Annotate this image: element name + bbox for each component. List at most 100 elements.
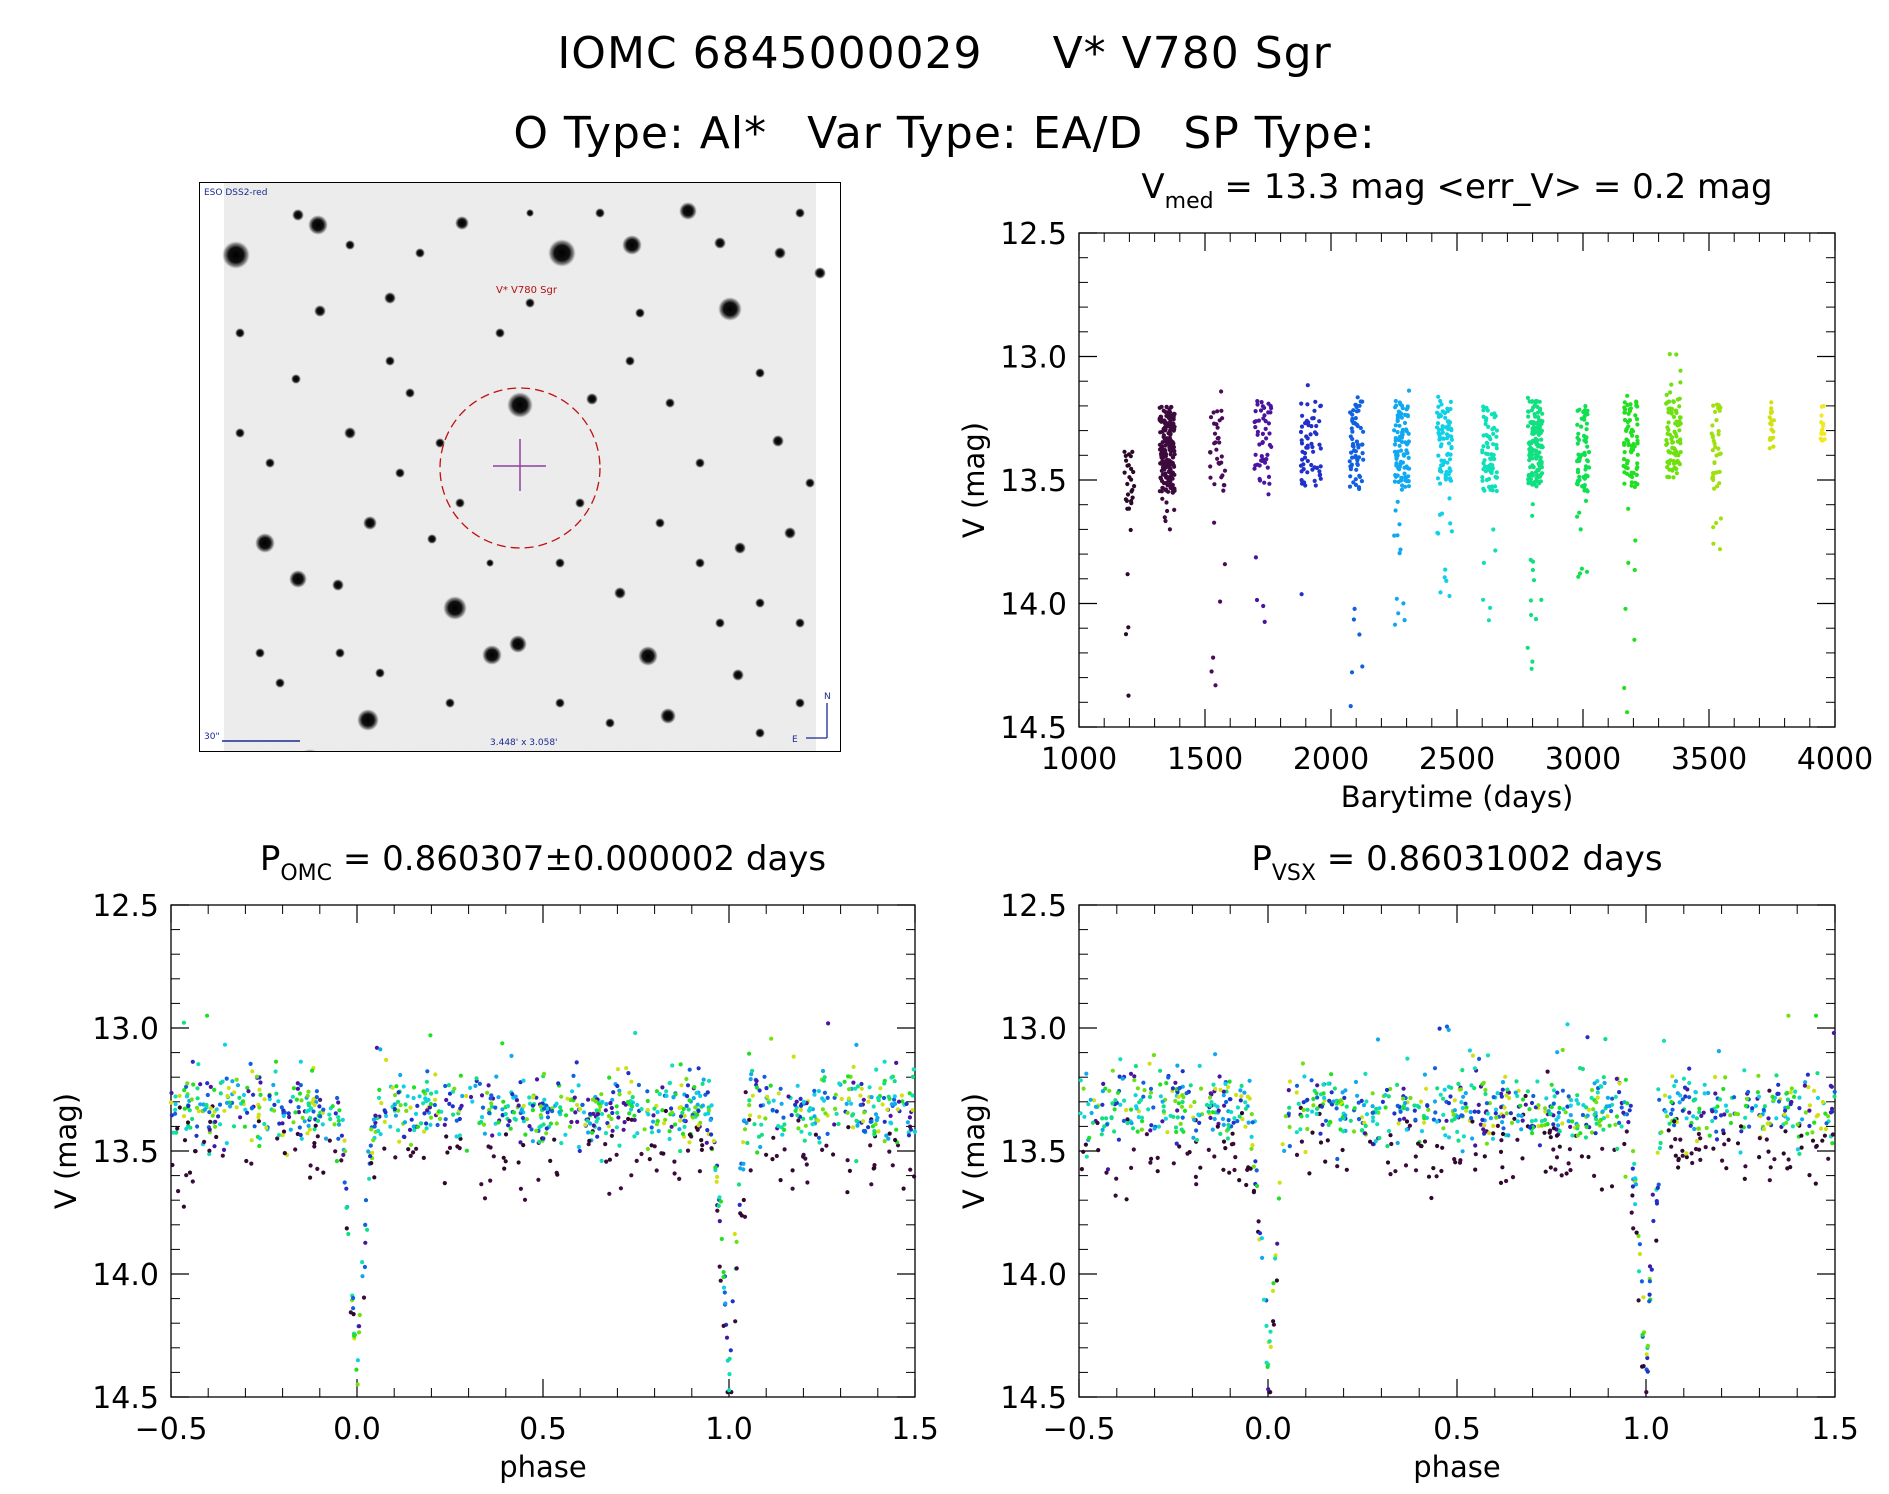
light-curve-point: [1446, 451, 1451, 456]
phase-point: [1776, 1082, 1781, 1087]
phase-point: [1702, 1091, 1707, 1096]
light-curve-point: [1622, 405, 1627, 410]
phase-point: [1233, 1155, 1238, 1160]
phase-point: [1110, 1068, 1115, 1073]
phase-point: [607, 1075, 612, 1080]
phase-point: [1830, 1132, 1835, 1137]
light-curve-point: [1714, 520, 1719, 526]
phase-point: [1770, 1094, 1775, 1099]
phase-point: [805, 1180, 810, 1185]
phase-point: [722, 1290, 727, 1295]
light-curve-point: [1435, 476, 1441, 481]
phase-point: [678, 1062, 683, 1067]
phase-point: [1614, 1076, 1619, 1081]
phase-point: [590, 1097, 596, 1102]
phase-point: [1240, 1117, 1245, 1122]
phase-point: [373, 1120, 378, 1125]
phase-point: [771, 1135, 776, 1140]
phase-point: [632, 1113, 637, 1118]
phase-point: [371, 1117, 376, 1122]
phase-point: [1519, 1127, 1524, 1132]
phase-point: [1329, 1072, 1334, 1077]
light-curve-point: [1442, 458, 1447, 463]
phase-point: [397, 1139, 402, 1144]
phase-point: [687, 1132, 693, 1137]
field-star: [695, 558, 705, 568]
light-curve-point: [1632, 637, 1637, 642]
light-curve-point: [1480, 475, 1485, 480]
phase-point: [1636, 1298, 1641, 1303]
phase-point: [1305, 1107, 1310, 1112]
phase-point: [511, 1110, 517, 1115]
phase-point: [1473, 1143, 1478, 1148]
phase-point: [487, 1107, 492, 1113]
phase-point: [1173, 1080, 1178, 1085]
phase-point: [677, 1176, 682, 1181]
phase-point: [887, 1149, 892, 1154]
phase-point: [527, 1124, 532, 1129]
phase-point: [1343, 1088, 1348, 1093]
phase-point: [1237, 1178, 1242, 1183]
field-star: [384, 292, 396, 304]
field-star: [435, 438, 445, 448]
phase-point: [762, 1074, 767, 1079]
phase-point: [1495, 1091, 1500, 1096]
phase-point: [782, 1122, 787, 1127]
phase-point: [1113, 1193, 1118, 1198]
phase-point: [442, 1122, 447, 1127]
phase-point: [505, 1104, 511, 1109]
light-curve-point: [1533, 617, 1539, 622]
light-curve-point: [1392, 622, 1398, 627]
phase-point: [1651, 1218, 1656, 1224]
phase-point: [1696, 1126, 1701, 1131]
light-curve-point: [1586, 450, 1592, 455]
light-curve-point: [1212, 441, 1217, 446]
phase-point: [315, 1134, 320, 1139]
field-star: [614, 587, 626, 599]
light-curve-point: [1308, 432, 1313, 437]
phase-point: [445, 1150, 450, 1155]
plot-frame: [1078, 904, 1836, 1398]
phase-point: [1249, 1146, 1254, 1151]
phase-point: [1726, 1137, 1731, 1142]
phase-point: [1344, 1167, 1349, 1172]
phase-point: [1206, 1109, 1211, 1114]
phase-point: [1132, 1078, 1137, 1083]
phase-point: [801, 1116, 806, 1121]
phase-point: [693, 1105, 698, 1110]
phase-point: [1627, 1108, 1632, 1113]
light-curve-point: [1493, 484, 1498, 489]
phase-point: [521, 1103, 526, 1109]
light-curve-point: [1713, 445, 1718, 450]
phase-point: [1602, 1080, 1607, 1086]
phase-point: [705, 1128, 710, 1133]
phase-point: [799, 1129, 804, 1134]
light-curve-point: [1255, 462, 1260, 467]
phase-point: [846, 1096, 852, 1101]
light-curve-point: [1716, 429, 1721, 434]
light-curve-point: [1671, 414, 1677, 419]
light-curve-point: [1448, 406, 1453, 412]
phase-point: [1348, 1118, 1353, 1123]
phase-point: [892, 1079, 897, 1084]
phase-point: [1298, 1127, 1303, 1132]
phase-point: [1323, 1159, 1328, 1164]
light-curve-point: [1220, 416, 1225, 421]
phase-point: [1757, 1136, 1762, 1141]
light-curve-point: [1575, 514, 1580, 519]
phase-point: [1188, 1083, 1193, 1088]
phase-point: [1188, 1104, 1193, 1109]
phase-point: [1813, 1181, 1818, 1186]
phase-point: [868, 1119, 873, 1124]
phase-point: [1158, 1068, 1163, 1073]
phase-point: [1784, 1120, 1789, 1125]
light-curve-point: [1443, 477, 1448, 482]
phase-point: [1662, 1093, 1668, 1098]
phase-point: [1090, 1120, 1096, 1125]
phase-point: [507, 1118, 512, 1124]
phase-point: [1811, 1088, 1817, 1093]
phase-point: [1589, 1095, 1594, 1100]
phase-point: [661, 1121, 667, 1126]
light-curve-point: [1575, 441, 1580, 446]
phase-point: [221, 1147, 227, 1152]
